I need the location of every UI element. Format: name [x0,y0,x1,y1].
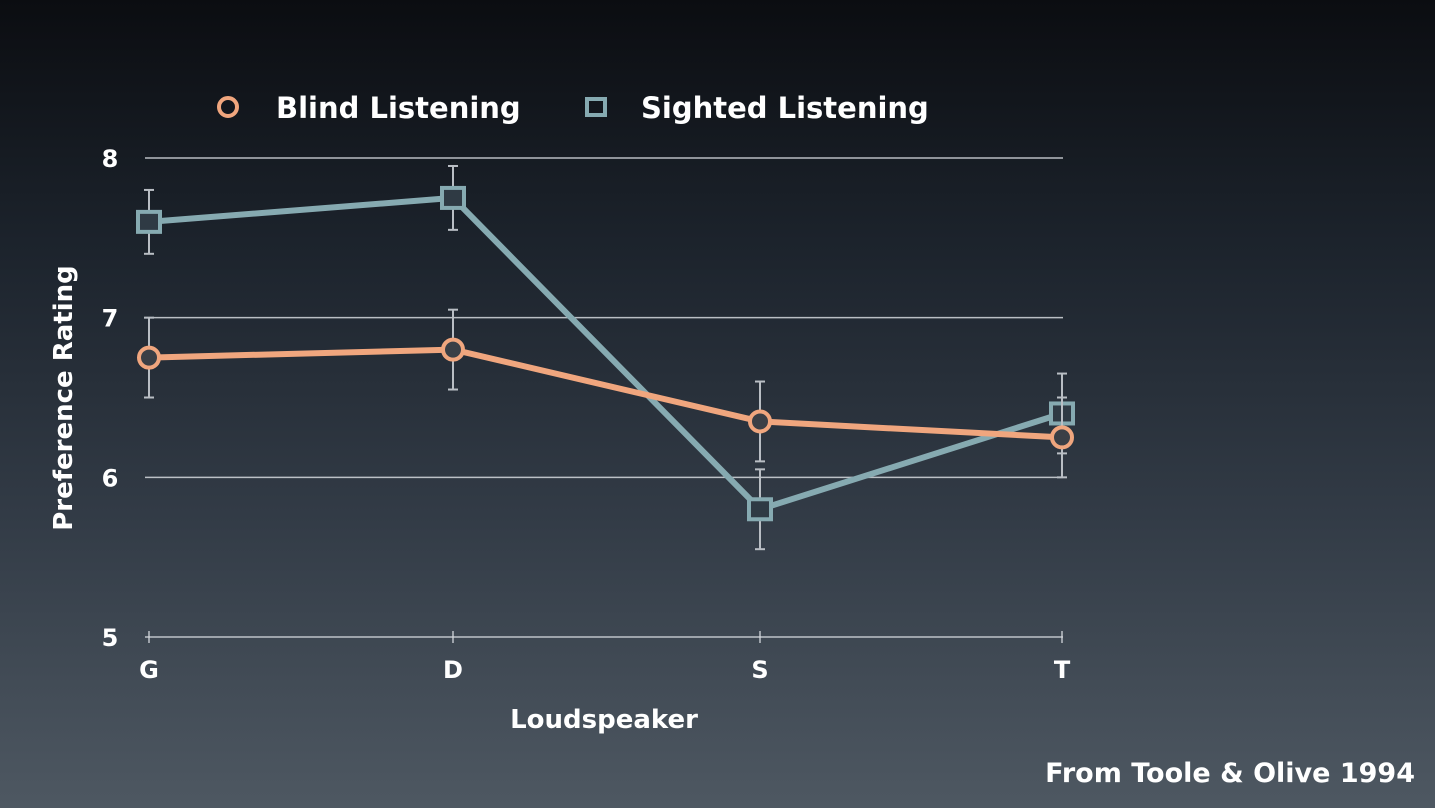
series-lines [136,164,1075,551]
data-point-circle [441,337,465,362]
data-point-square [440,185,466,210]
legend-item-sighted: Sighted Listening [585,91,929,125]
legend: Blind Listening Sighted Listening [217,91,929,125]
legend-label-sighted: Sighted Listening [641,91,929,125]
data-point-circle [137,345,161,370]
x-tick-label: S [751,656,768,684]
x-tick-label: G [139,656,159,684]
legend-item-blind: Blind Listening [217,91,521,125]
y-tick-label: 7 [102,305,119,333]
y-tick-label: 6 [102,464,119,492]
series-line [146,346,1065,441]
source-citation: From Toole & Olive 1994 [1045,758,1415,789]
gridlines [145,157,1063,638]
y-axis-title: Preference Rating [49,265,79,531]
data-point-square [747,497,773,522]
series-line [146,194,1065,513]
legend-label-blind: Blind Listening [276,91,521,125]
data-point-circle [748,409,772,434]
y-tick-labels: 5 6 7 8 [102,145,119,652]
data-point-square [136,209,162,234]
legend-square-marker-icon [585,97,607,117]
x-tick-label: D [443,656,463,684]
legend-circle-marker-icon [217,96,239,118]
x-axis-title: Loudspeaker [510,705,698,735]
series-blind [137,308,1074,479]
y-tick-label: 5 [102,624,119,652]
data-point-circle [1050,425,1074,450]
x-tick-label: T [1054,656,1071,684]
series-sighted [136,164,1075,551]
y-tick-label: 8 [102,145,119,173]
